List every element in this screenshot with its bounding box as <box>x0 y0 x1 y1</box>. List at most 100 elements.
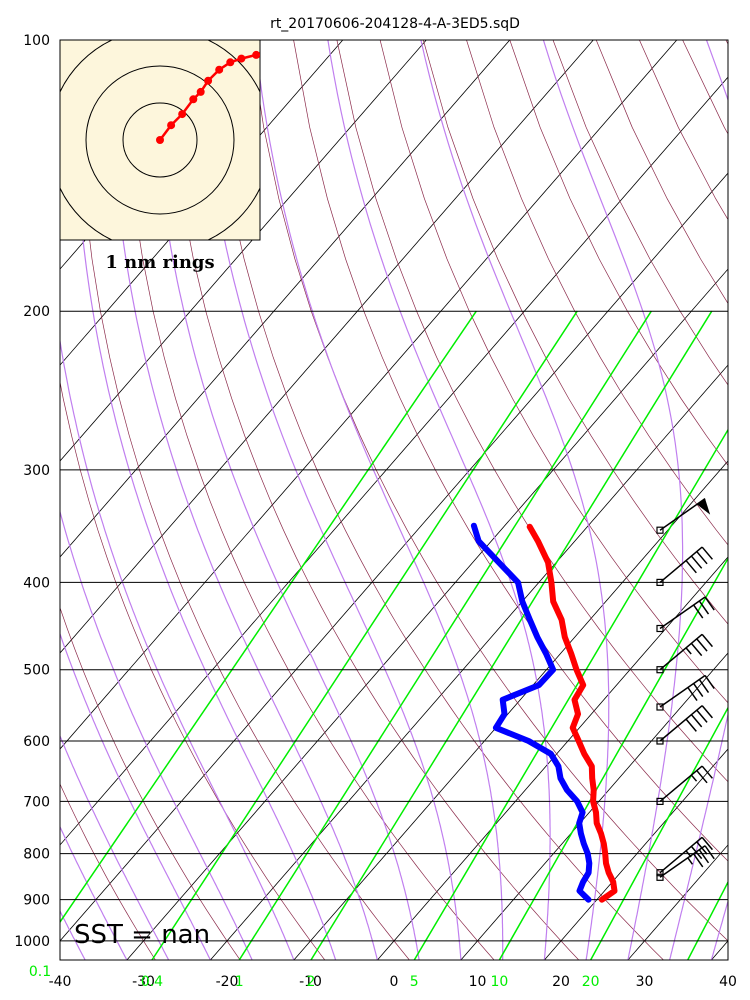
barb-station <box>656 869 664 877</box>
y-tick-label: 500 <box>23 663 50 679</box>
dry-adiabat <box>725 40 728 45</box>
isotherm-line <box>60 40 594 654</box>
wind-barb <box>656 596 715 633</box>
barb-staff <box>659 674 706 708</box>
barb-feather <box>690 555 703 569</box>
barb-staff <box>659 705 703 742</box>
mixing-ratio-line <box>589 706 728 960</box>
isotherm-line <box>377 556 728 960</box>
moist-adiabat <box>60 337 295 960</box>
wind-barb <box>656 765 713 806</box>
mixing-ratio-line <box>60 310 477 924</box>
x-axis-tick-labels: -40 -30 -20 -10 0 10 20 30 40 <box>49 974 737 990</box>
dry-adiabat <box>77 40 410 960</box>
hodograph-label: 1 nm rings <box>105 252 214 273</box>
mixing-ratio-line <box>310 310 713 960</box>
hodograph-point <box>226 58 235 67</box>
dry-adiabat <box>60 380 326 960</box>
moist-adiabat <box>254 40 504 960</box>
barb-feather <box>698 849 710 864</box>
y-tick-label: 600 <box>23 734 50 750</box>
y-tick-label: 700 <box>23 794 50 810</box>
moist-adiabat <box>73 40 337 960</box>
barb-feather <box>692 683 704 698</box>
x-tick-label: -20 <box>216 974 239 990</box>
barb-station <box>656 624 664 633</box>
hodograph <box>59 39 261 241</box>
moist-adiabat <box>669 40 728 960</box>
barb-feather <box>685 647 692 655</box>
hodograph-point <box>215 65 224 74</box>
dry-adiabat <box>422 40 728 625</box>
barb-feather <box>696 841 708 855</box>
sst-annotation: SST = nan <box>74 920 210 950</box>
barb-feather <box>696 551 708 565</box>
moist-adiabat <box>0 40 43 960</box>
isotherm-line <box>60 40 427 462</box>
moist-adiabat <box>60 509 253 960</box>
barb-station <box>656 703 664 711</box>
mixing-ratio-line <box>151 310 578 960</box>
isotherm-line <box>60 40 511 558</box>
barb-feather <box>704 675 715 689</box>
moist-adiabat <box>542 40 684 960</box>
dry-adiabat <box>60 783 156 960</box>
barb-pennant <box>696 498 711 515</box>
moist-adiabat <box>420 40 610 960</box>
moist-adiabat <box>710 899 728 960</box>
x-tick-label: -40 <box>49 974 72 990</box>
moist-adiabat <box>60 734 170 960</box>
x-tick-label: -10 <box>299 974 322 990</box>
moist-adiabat <box>60 825 128 960</box>
barb-feather <box>704 845 715 860</box>
dry-adiabat <box>336 40 728 783</box>
dry-adiabat <box>163 40 580 960</box>
x-tick-label: 0 <box>390 974 399 990</box>
dry-adiabat <box>639 40 728 221</box>
wind-barbs <box>656 498 715 881</box>
y-tick-label: 300 <box>23 463 50 479</box>
wind-barb <box>656 498 711 534</box>
dry-adiabat <box>379 40 728 704</box>
y-tick-label: 400 <box>23 575 50 591</box>
isotherm-line <box>0 40 9 960</box>
wind-barb <box>656 836 713 877</box>
dry-adiabat <box>250 40 728 942</box>
barb-feather <box>696 638 708 652</box>
barb-feather <box>701 633 713 648</box>
barb-feather <box>685 718 697 732</box>
isotherm-line <box>544 748 728 960</box>
isotherm-line <box>293 460 728 960</box>
moist-adiabat <box>108 40 378 960</box>
chart-grid <box>0 40 728 960</box>
isotherm-line <box>460 652 728 960</box>
mixing-ratio-line <box>238 310 652 960</box>
barb-feather <box>701 836 713 851</box>
barb-feather <box>690 642 703 657</box>
barb-feather <box>701 705 713 719</box>
mixing-ratio-label: 2 <box>307 974 316 990</box>
barb-station <box>656 578 664 587</box>
mixing-ratio-line <box>687 880 728 960</box>
isotherm-line <box>60 40 678 750</box>
chart-title: rt_20170606-204128-4-A-3ED5.sqD <box>270 16 520 32</box>
barb-staff <box>659 633 703 671</box>
hodograph-point <box>178 110 187 119</box>
barb-feather <box>685 560 697 574</box>
barb-feather <box>690 714 703 728</box>
hodograph-trace <box>159 53 257 141</box>
mixing-ratio-label: 0.1 <box>29 964 51 980</box>
temperature-profile <box>526 523 618 903</box>
dry-adiabat <box>595 40 728 305</box>
hodograph-point <box>167 121 176 130</box>
mixing-ratio-labels: 0.1 0.4 1 2 5 10 20 <box>29 964 600 990</box>
moist-adiabat <box>149 40 420 960</box>
barb-feather <box>690 774 698 782</box>
isotherm-line <box>60 76 728 846</box>
barb-station <box>656 797 664 806</box>
hodograph-point <box>189 95 198 104</box>
y-tick-label: 100 <box>23 33 50 49</box>
dry-adiabat <box>466 40 728 546</box>
mixing-ratio-label: 5 <box>410 974 419 990</box>
